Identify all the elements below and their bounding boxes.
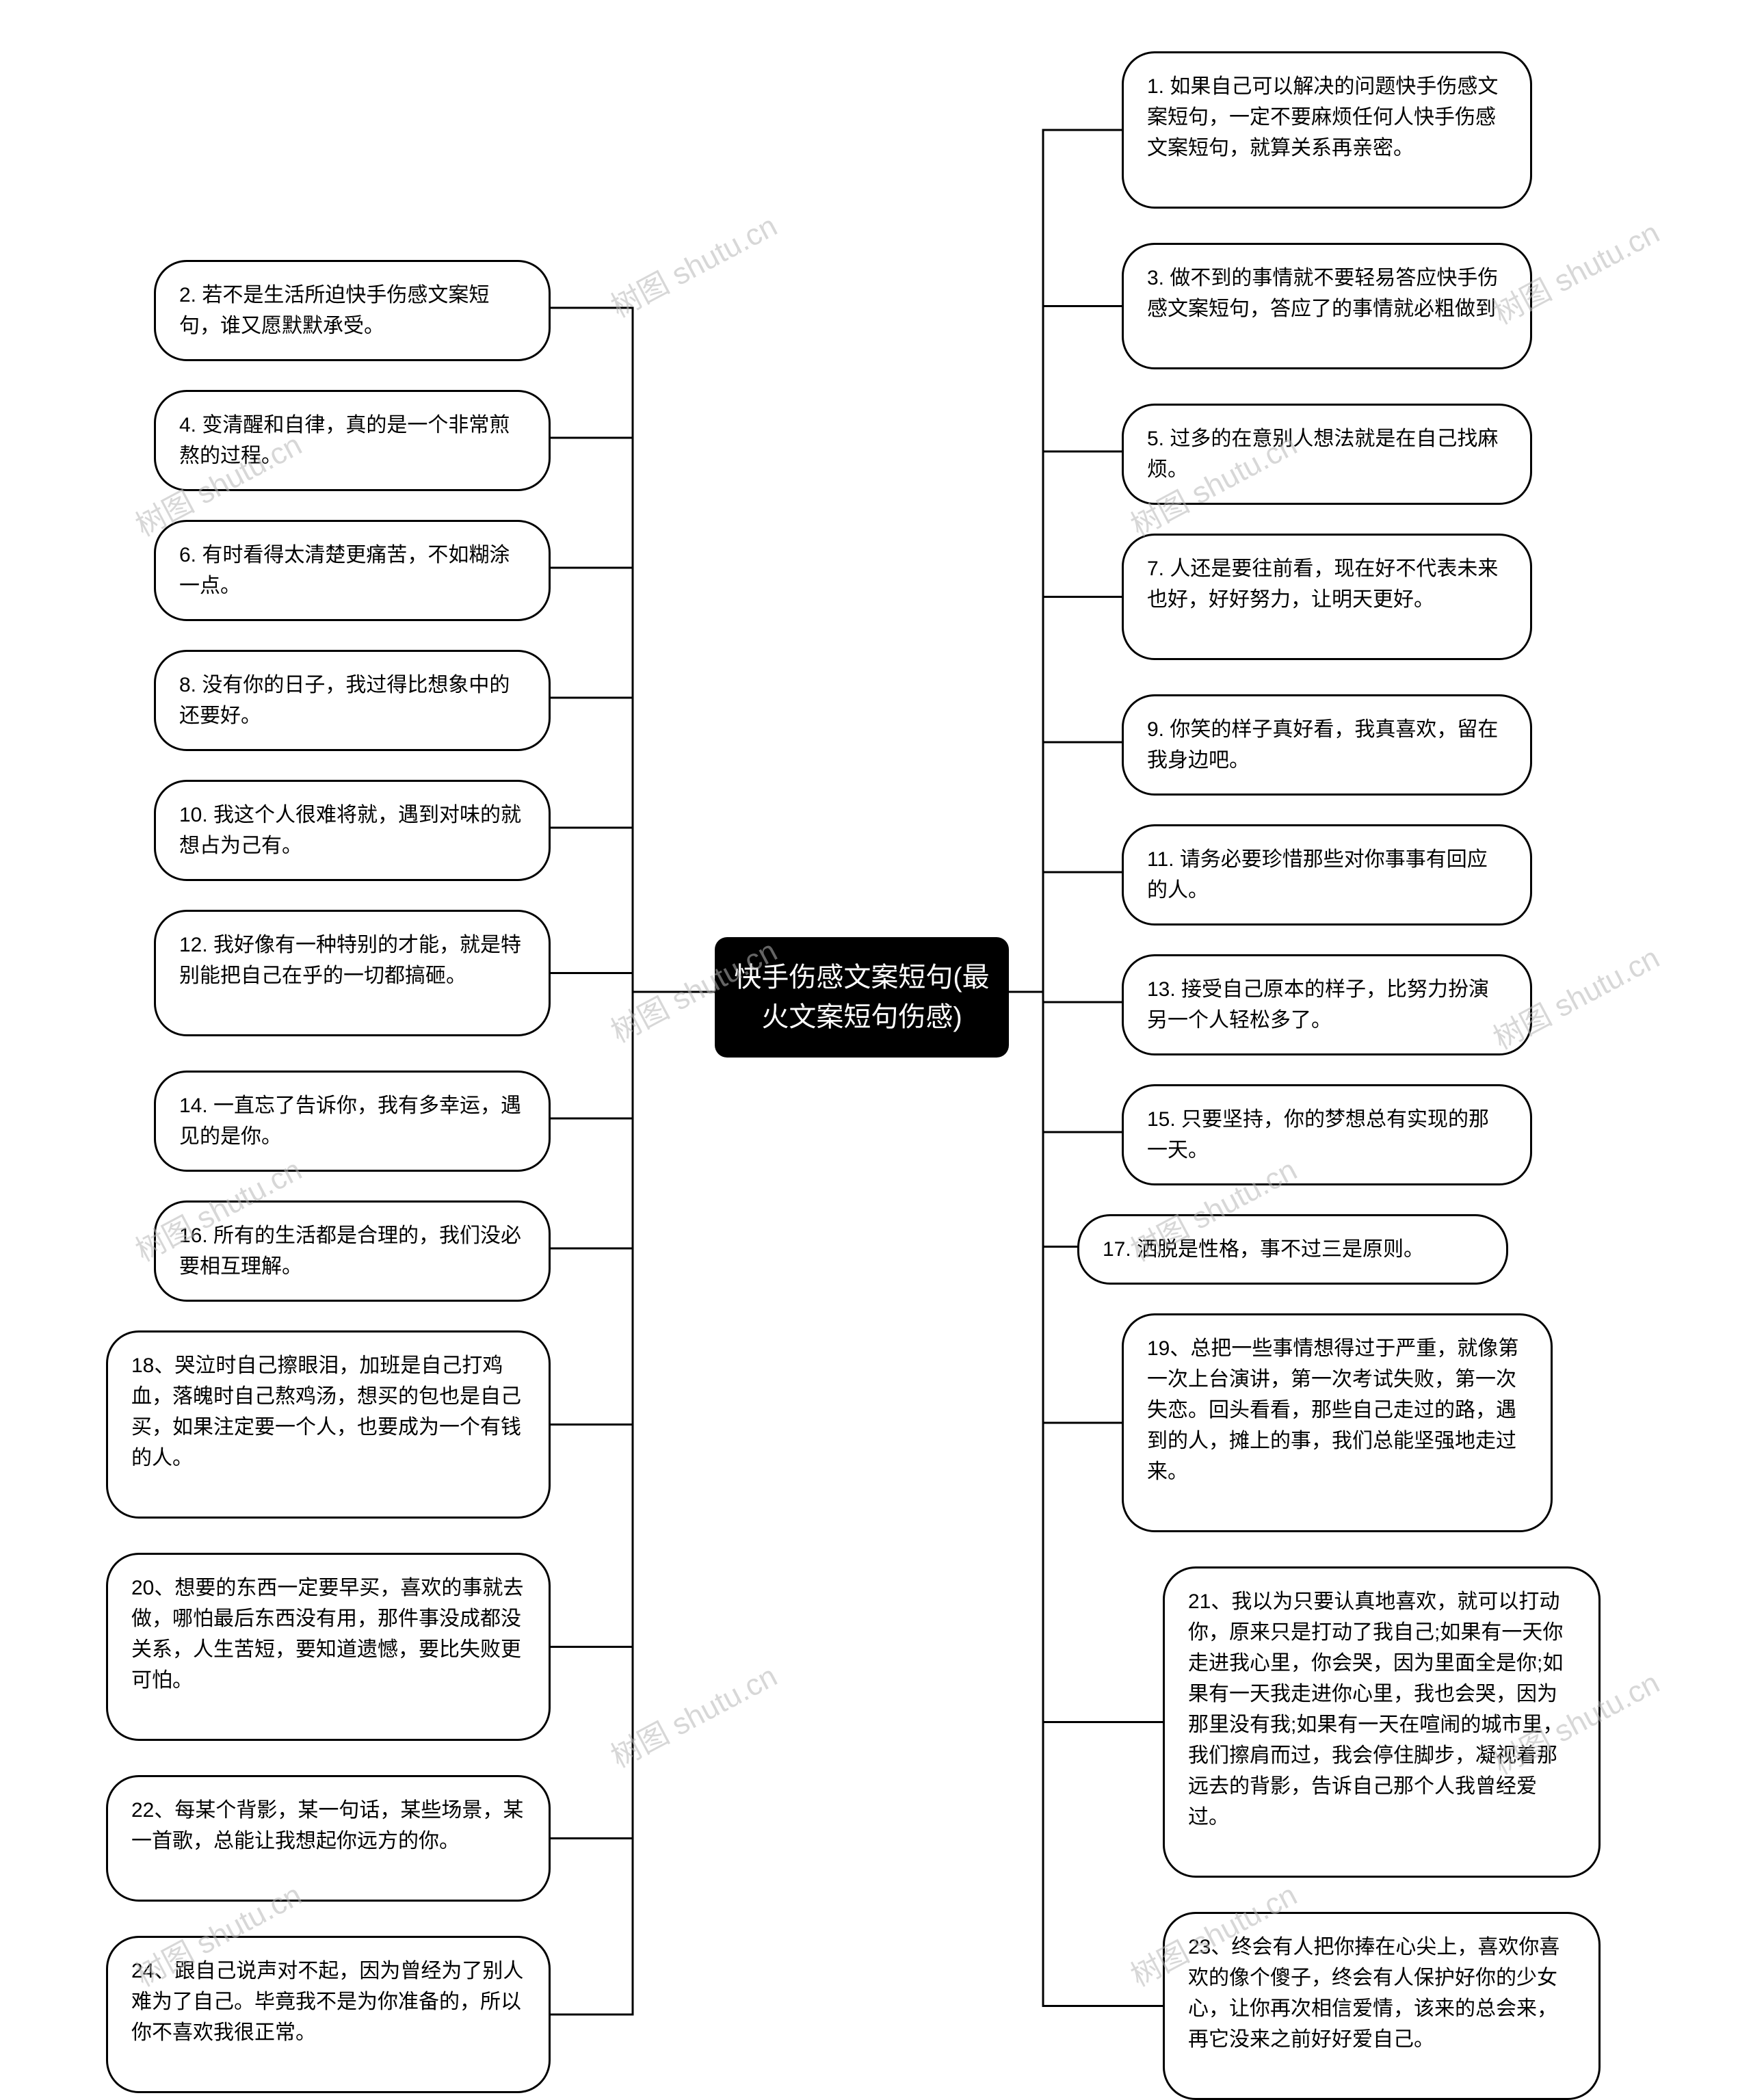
mindmap-node: 5. 过多的在意别人想法就是在自己找麻烦。 xyxy=(1122,404,1532,505)
mindmap-node: 20、想要的东西一定要早买，喜欢的事就去做，哪怕最后东西没有用，那件事没成都没关… xyxy=(106,1553,551,1741)
mindmap-node: 1. 如果自己可以解决的问题快手伤感文案短句，一定不要麻烦任何人快手伤感文案短句… xyxy=(1122,51,1532,209)
mindmap-node: 23、终会有人把你捧在心尖上，喜欢你喜欢的像个傻子，终会有人保护好你的少女心，让… xyxy=(1163,1912,1601,2100)
mindmap-node: 17. 洒脱是性格，事不过三是原则。 xyxy=(1077,1214,1508,1285)
mindmap-node: 14. 一直忘了告诉你，我有多幸运，遇见的是你。 xyxy=(154,1071,551,1172)
mindmap-node: 2. 若不是生活所迫快手伤感文案短句，谁又愿默默承受。 xyxy=(154,260,551,361)
mindmap-node: 21、我以为只要认真地喜欢，就可以打动你，原来只是打动了我自己;如果有一天你走进… xyxy=(1163,1566,1601,1878)
mindmap-node: 10. 我这个人很难将就，遇到对味的就想占为己有。 xyxy=(154,780,551,881)
mindmap-node: 3. 做不到的事情就不要轻易答应快手伤感文案短句，答应了的事情就必粗做到 xyxy=(1122,243,1532,369)
mindmap-node: 7. 人还是要往前看，现在好不代表未来也好，好好努力，让明天更好。 xyxy=(1122,534,1532,660)
mindmap-node: 11. 请务必要珍惜那些对你事事有回应的人。 xyxy=(1122,824,1532,926)
mindmap-node: 18、哭泣时自己擦眼泪，加班是自己打鸡血，落魄时自己熬鸡汤，想买的包也是自己买，… xyxy=(106,1330,551,1519)
mindmap-node: 15. 只要坚持，你的梦想总有实现的那一天。 xyxy=(1122,1084,1532,1185)
mindmap-node: 22、每某个背影，某一句话，某些场景，某一首歌，总能让我想起你远方的你。 xyxy=(106,1775,551,1902)
mindmap-node: 16. 所有的生活都是合理的，我们没必要相互理解。 xyxy=(154,1200,551,1302)
mindmap-node: 9. 你笑的样子真好看，我真喜欢，留在我身边吧。 xyxy=(1122,694,1532,796)
center-node: 快手伤感文案短句(最火文案短句伤感) xyxy=(715,937,1009,1058)
watermark: 树图 shutu.cn xyxy=(602,202,783,326)
mindmap-node: 4. 变清醒和自律，真的是一个非常煎熬的过程。 xyxy=(154,390,551,491)
mindmap-canvas: 快手伤感文案短句(最火文案短句伤感) 2. 若不是生活所迫快手伤感文案短句，谁又愿… xyxy=(0,0,1751,2040)
mindmap-node: 6. 有时看得太清楚更痛苦，不如糊涂一点。 xyxy=(154,520,551,621)
mindmap-node: 19、总把一些事情想得过于严重，就像第一次上台演讲，第一次考试失败，第一次失恋。… xyxy=(1122,1313,1553,1532)
mindmap-node: 24、跟自己说声对不起，因为曾经为了别人难为了自己。毕竟我不是为你准备的，所以你… xyxy=(106,1936,551,2093)
mindmap-node: 12. 我好像有一种特别的才能，就是特别能把自己在乎的一切都搞砸。 xyxy=(154,910,551,1036)
watermark: 树图 shutu.cn xyxy=(602,1652,783,1776)
mindmap-node: 8. 没有你的日子，我过得比想象中的还要好。 xyxy=(154,650,551,751)
mindmap-node: 13. 接受自己原本的样子，比努力扮演另一个人轻松多了。 xyxy=(1122,954,1532,1055)
